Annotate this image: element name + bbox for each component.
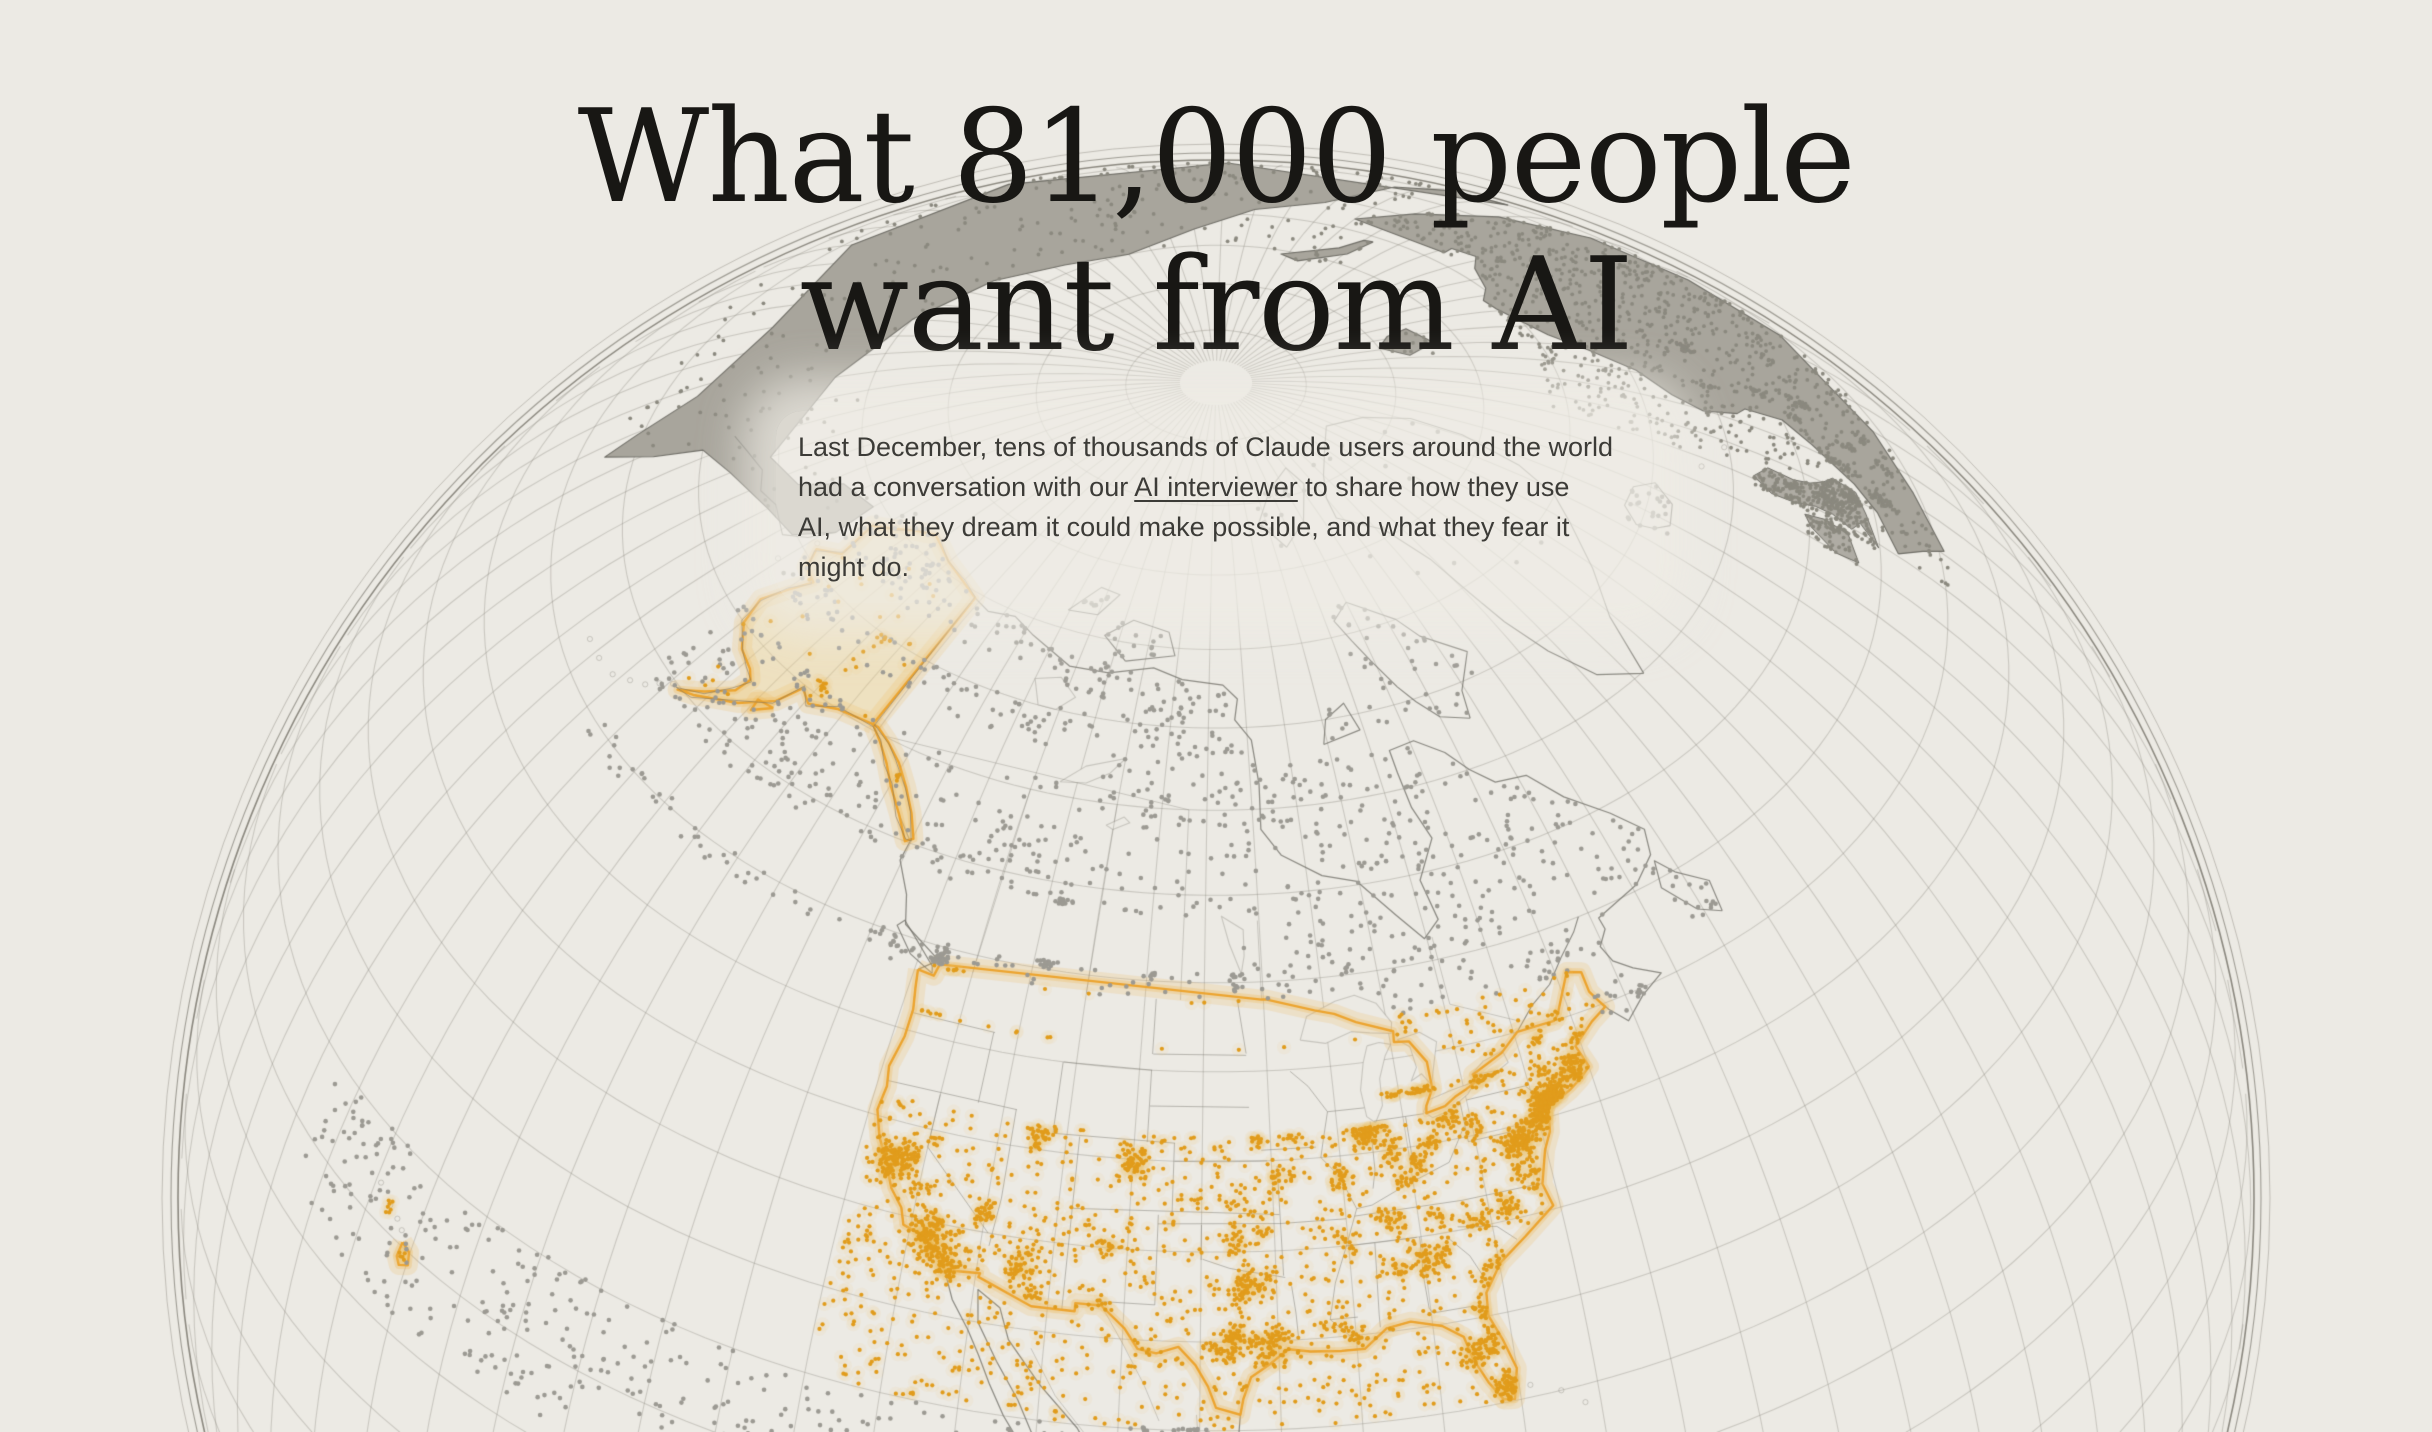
- ai-interviewer-link[interactable]: AI interviewer: [1134, 471, 1298, 502]
